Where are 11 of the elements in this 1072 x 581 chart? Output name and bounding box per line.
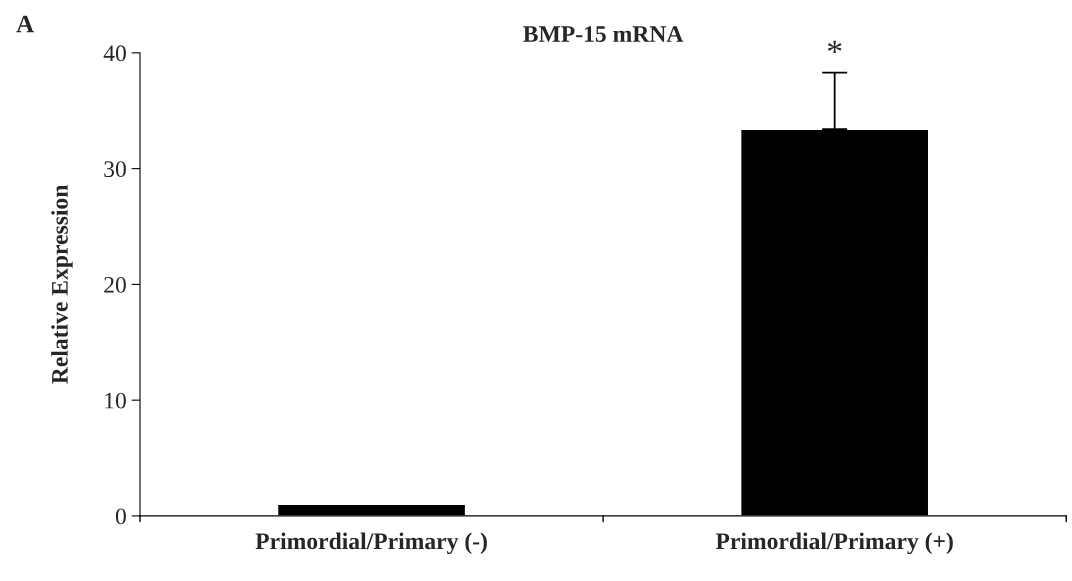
x-tick-label: Primordial/Primary (-) [255,532,487,555]
y-tick-label: 40 [103,45,126,62]
y-axis-title: Relative Expression [51,184,73,384]
y-tick-label: 0 [115,508,126,525]
y-tick-label: 30 [104,161,126,178]
chart-title: BMP-15 mRNA [523,26,684,42]
y-tick-label: 10 [105,392,126,409]
text: A [16,15,34,33]
annotation: * [827,40,842,54]
x-tick-label: Primordial/Primary (+) [715,532,953,555]
y-tick-label: 20 [104,276,126,293]
